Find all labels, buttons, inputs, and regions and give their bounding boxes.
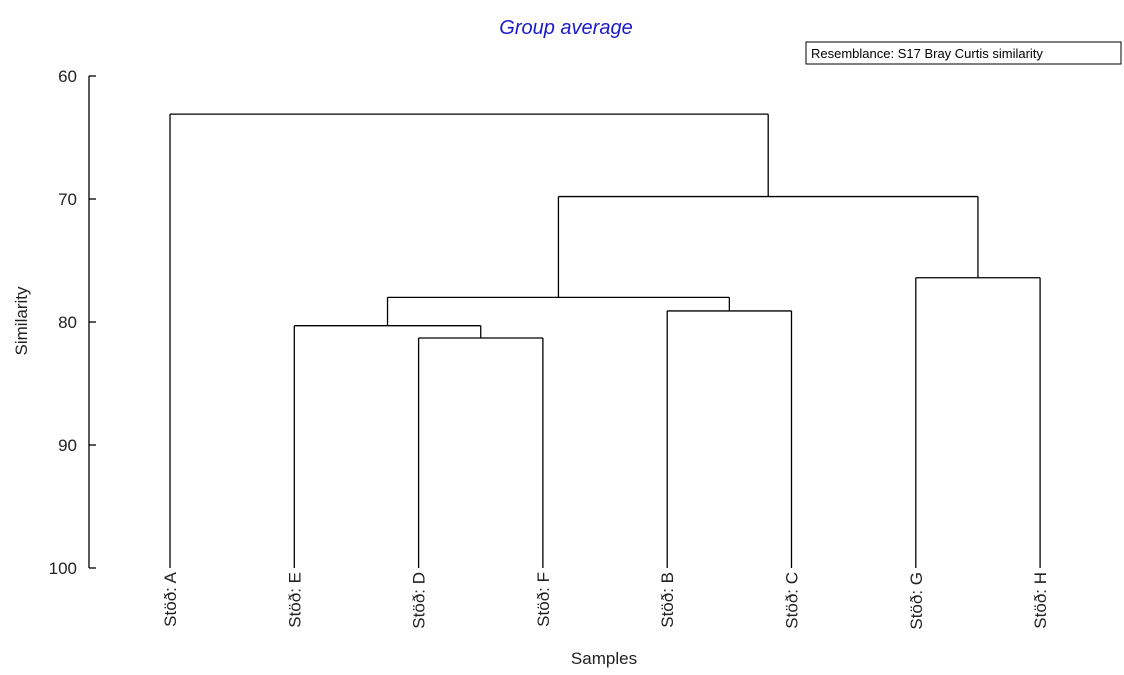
leaf-label-text: Stöð: E <box>285 572 304 628</box>
leaf-label: Stöð: A <box>161 571 180 626</box>
leaf-label: Stöð: F <box>534 572 553 627</box>
legend-frame <box>805 41 1122 65</box>
leaf-label-text: Stöð: G <box>907 572 926 630</box>
y-tick-label: 90 <box>58 436 77 455</box>
leaf-label-text: Stöð: C <box>783 572 802 629</box>
leaf-label: Stöð: C <box>783 572 802 629</box>
leaf-label: Stöð: G <box>907 572 926 630</box>
leaf-labels: Stöð: A Stöð: E Stöð: D Stöð: F Stöð: B Stöð:… <box>161 571 1050 629</box>
leaf-label-text: Stöð: F <box>534 572 553 627</box>
leaf-label-text: Stöð: B <box>658 572 677 628</box>
leaf-label-text: Stöð: A <box>161 571 180 626</box>
y-tick-label: 60 <box>58 67 77 86</box>
y-tick-label: 100 <box>49 559 77 578</box>
resemblance-annotation: Resemblance: S17 Bray Curtis similarity <box>811 46 1043 61</box>
leaf-label-text: Stöð: H <box>1031 572 1050 629</box>
legend-box: Resemblance: S17 Bray Curtis similarity <box>805 41 1122 65</box>
dendrogram-tree <box>169 113 1041 568</box>
chart-title: Group average <box>499 17 632 39</box>
y-tick-label: 80 <box>58 313 77 332</box>
y-tick-label: 70 <box>58 190 77 209</box>
x-axis-label: Samples <box>571 649 637 668</box>
y-axis-label: Similarity <box>12 286 31 355</box>
leaf-label-text: Stöð: D <box>410 572 429 629</box>
leaf-label: Stöð: H <box>1031 572 1050 629</box>
leaf-label: Stöð: B <box>658 572 677 628</box>
leaf-label: Stöð: D <box>410 572 429 629</box>
y-axis: 60 70 80 90 100 <box>49 67 96 578</box>
leaf-label: Stöð: E <box>285 572 304 628</box>
